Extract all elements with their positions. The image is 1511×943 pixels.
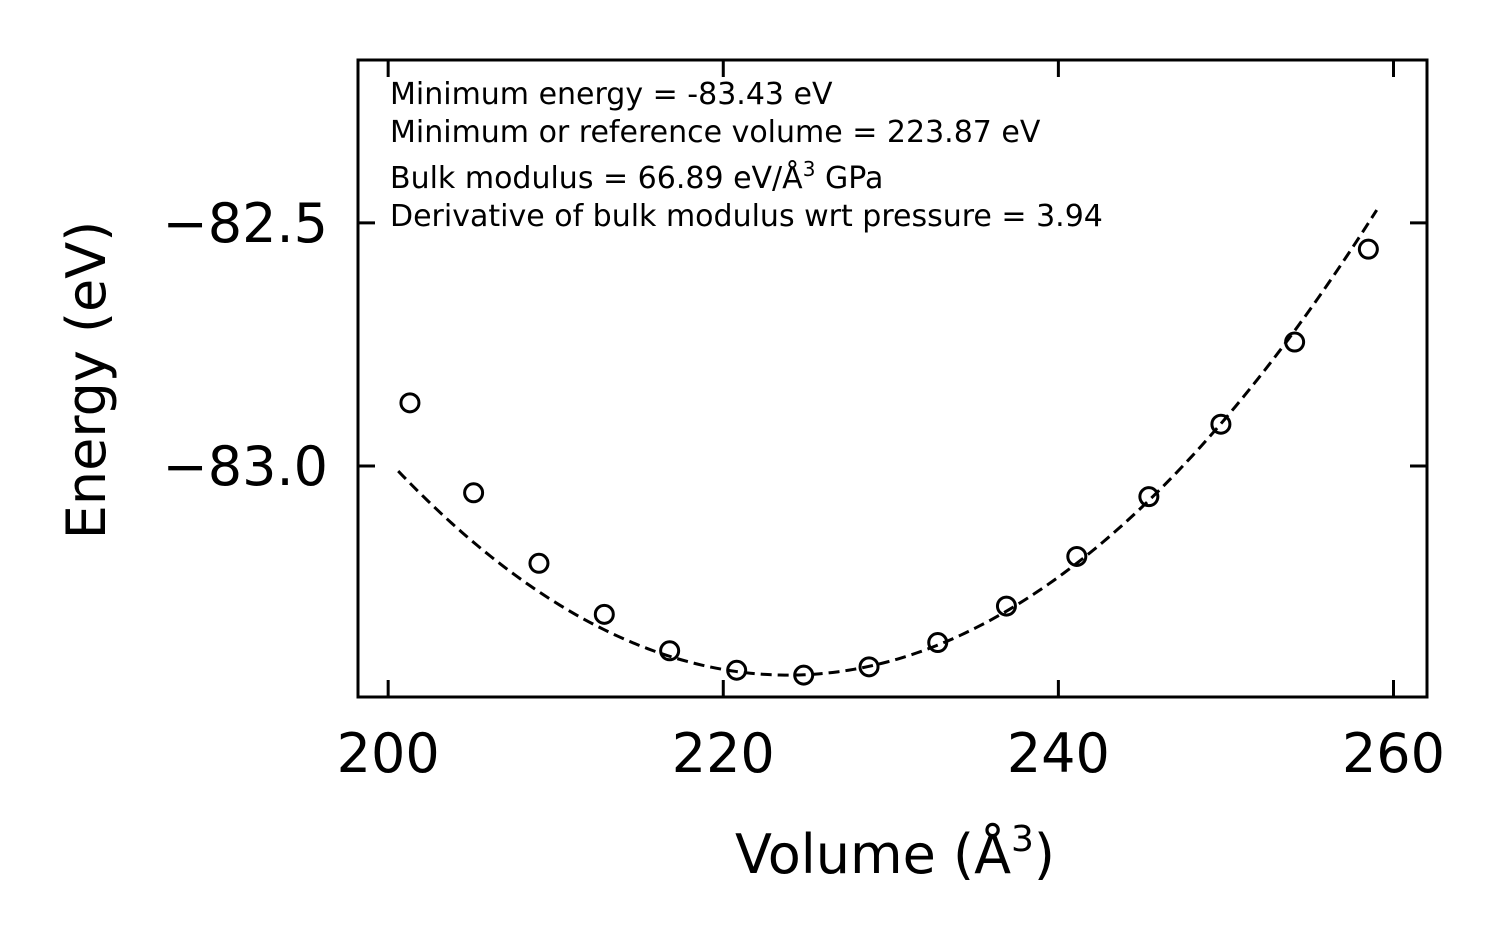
x-tick-label: 240	[1007, 722, 1110, 785]
x-tick-label: 200	[337, 722, 440, 785]
data-point	[927, 632, 949, 654]
data-point	[593, 603, 615, 625]
data-points	[399, 238, 1379, 686]
axis-tick-labels: 200 220 240 260 −82.5 −83.0	[163, 192, 1446, 785]
y-axis-title: Energy (eV)	[55, 221, 118, 540]
data-point	[1066, 545, 1088, 567]
y-tick-label: −82.5	[163, 192, 328, 255]
plot-frame	[356, 58, 1429, 699]
y-tick-label: −83.0	[163, 435, 328, 498]
data-point	[1210, 413, 1232, 435]
data-point	[1357, 238, 1379, 260]
fit-curve	[397, 209, 1378, 677]
annotation-bulk-modulus-unit: GPa	[815, 161, 883, 196]
x-axis-title-sup: 3	[1011, 819, 1034, 860]
data-point	[793, 664, 815, 686]
axis-ticks	[358, 60, 1427, 697]
data-point	[858, 656, 880, 678]
annotation-min-energy: Minimum energy = -83.43 eV	[390, 77, 833, 112]
x-axis-title: Volume (Å3)	[735, 819, 1055, 886]
x-tick-label: 260	[1342, 722, 1445, 785]
data-point	[1284, 331, 1306, 353]
data-point	[1138, 486, 1160, 508]
x-axis-title-main: Volume (Å	[735, 822, 1011, 886]
annotation-bulk-modulus-main: Bulk modulus = 66.89 eV/Å	[390, 160, 803, 196]
data-point	[726, 659, 748, 681]
data-point	[659, 640, 681, 662]
annotation-ref-volume: Minimum or reference volume = 223.87 eV	[390, 115, 1041, 150]
annotation-bulk-derivative: Derivative of bulk modulus wrt pressure …	[390, 199, 1103, 234]
annotation-bulk-modulus-sup: 3	[803, 157, 816, 181]
data-point	[995, 595, 1017, 617]
data-point	[528, 552, 550, 574]
x-axis-title-close: )	[1034, 823, 1055, 886]
annotation-bulk-modulus: Bulk modulus = 66.89 eV/Å3 GPa	[390, 157, 883, 196]
data-point	[399, 392, 421, 414]
data-point	[463, 482, 485, 504]
fit-layer	[397, 209, 1378, 677]
x-tick-label: 220	[672, 722, 775, 785]
